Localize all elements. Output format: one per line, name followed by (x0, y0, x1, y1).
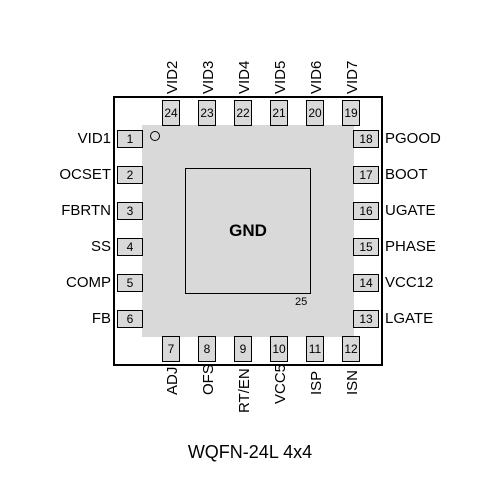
pin-pad: 20 (306, 100, 324, 126)
pin-label: FB (92, 310, 111, 327)
pin-pad: 3 (117, 202, 143, 220)
pin1-marker (150, 131, 160, 141)
pin-pad: 10 (270, 336, 288, 362)
pin-pad: 22 (234, 100, 252, 126)
pin-label: RT/EN (236, 368, 253, 413)
pin-label: VID4 (236, 61, 253, 94)
ground-label: GND (185, 221, 311, 241)
pin-pad: 9 (234, 336, 252, 362)
pin-label: VID2 (164, 61, 181, 94)
pin-pad: 21 (270, 100, 288, 126)
pin-label: ADJ (164, 367, 181, 395)
pin-label: UGATE (385, 202, 436, 219)
pin-pad: 19 (342, 100, 360, 126)
pin-label: VID6 (308, 61, 325, 94)
pin-label: FBRTN (61, 202, 111, 219)
pin-pad: 15 (353, 238, 379, 256)
pin-pad: 6 (117, 310, 143, 328)
pin-pad: 23 (198, 100, 216, 126)
pin-pad: 5 (117, 274, 143, 292)
pin-pad: 1 (117, 130, 143, 148)
pin-pad: 8 (198, 336, 216, 362)
pin-pad: 14 (353, 274, 379, 292)
pin-pad: 11 (306, 336, 324, 362)
pin-pad: 12 (342, 336, 360, 362)
pin-label: VID5 (272, 61, 289, 94)
pin-label: VID1 (78, 130, 111, 147)
pinout-diagram: GND 25 1 VID1 2 OCSET 3 FBRTN 4 SS 5 COMP 6 FB 18 PGO… (0, 0, 500, 500)
package-caption: WQFN-24L 4x4 (0, 442, 500, 463)
pin-label: SS (91, 238, 111, 255)
pin-pad: 18 (353, 130, 379, 148)
pin-pad: 7 (162, 336, 180, 362)
pin-label: VCC12 (385, 274, 433, 291)
pin-label: PGOOD (385, 130, 441, 147)
pin-label: BOOT (385, 166, 428, 183)
pin-pad: 24 (162, 100, 180, 126)
pin-pad: 17 (353, 166, 379, 184)
pin-label: VCC5 (272, 364, 289, 404)
pin-label: VID3 (200, 61, 217, 94)
pin-pad: 4 (117, 238, 143, 256)
pin-label: OFS (200, 364, 217, 395)
pin-pad: 13 (353, 310, 379, 328)
pin-label: ISP (308, 371, 325, 395)
pin-label: LGATE (385, 310, 433, 327)
pin-pad: 2 (117, 166, 143, 184)
pin-pad: 16 (353, 202, 379, 220)
pin-label: PHASE (385, 238, 436, 255)
pin-label: OCSET (59, 166, 111, 183)
ground-pad-number: 25 (295, 296, 307, 308)
pin-label: VID7 (344, 61, 361, 94)
pin-label: ISN (344, 370, 361, 395)
pin-label: COMP (66, 274, 111, 291)
